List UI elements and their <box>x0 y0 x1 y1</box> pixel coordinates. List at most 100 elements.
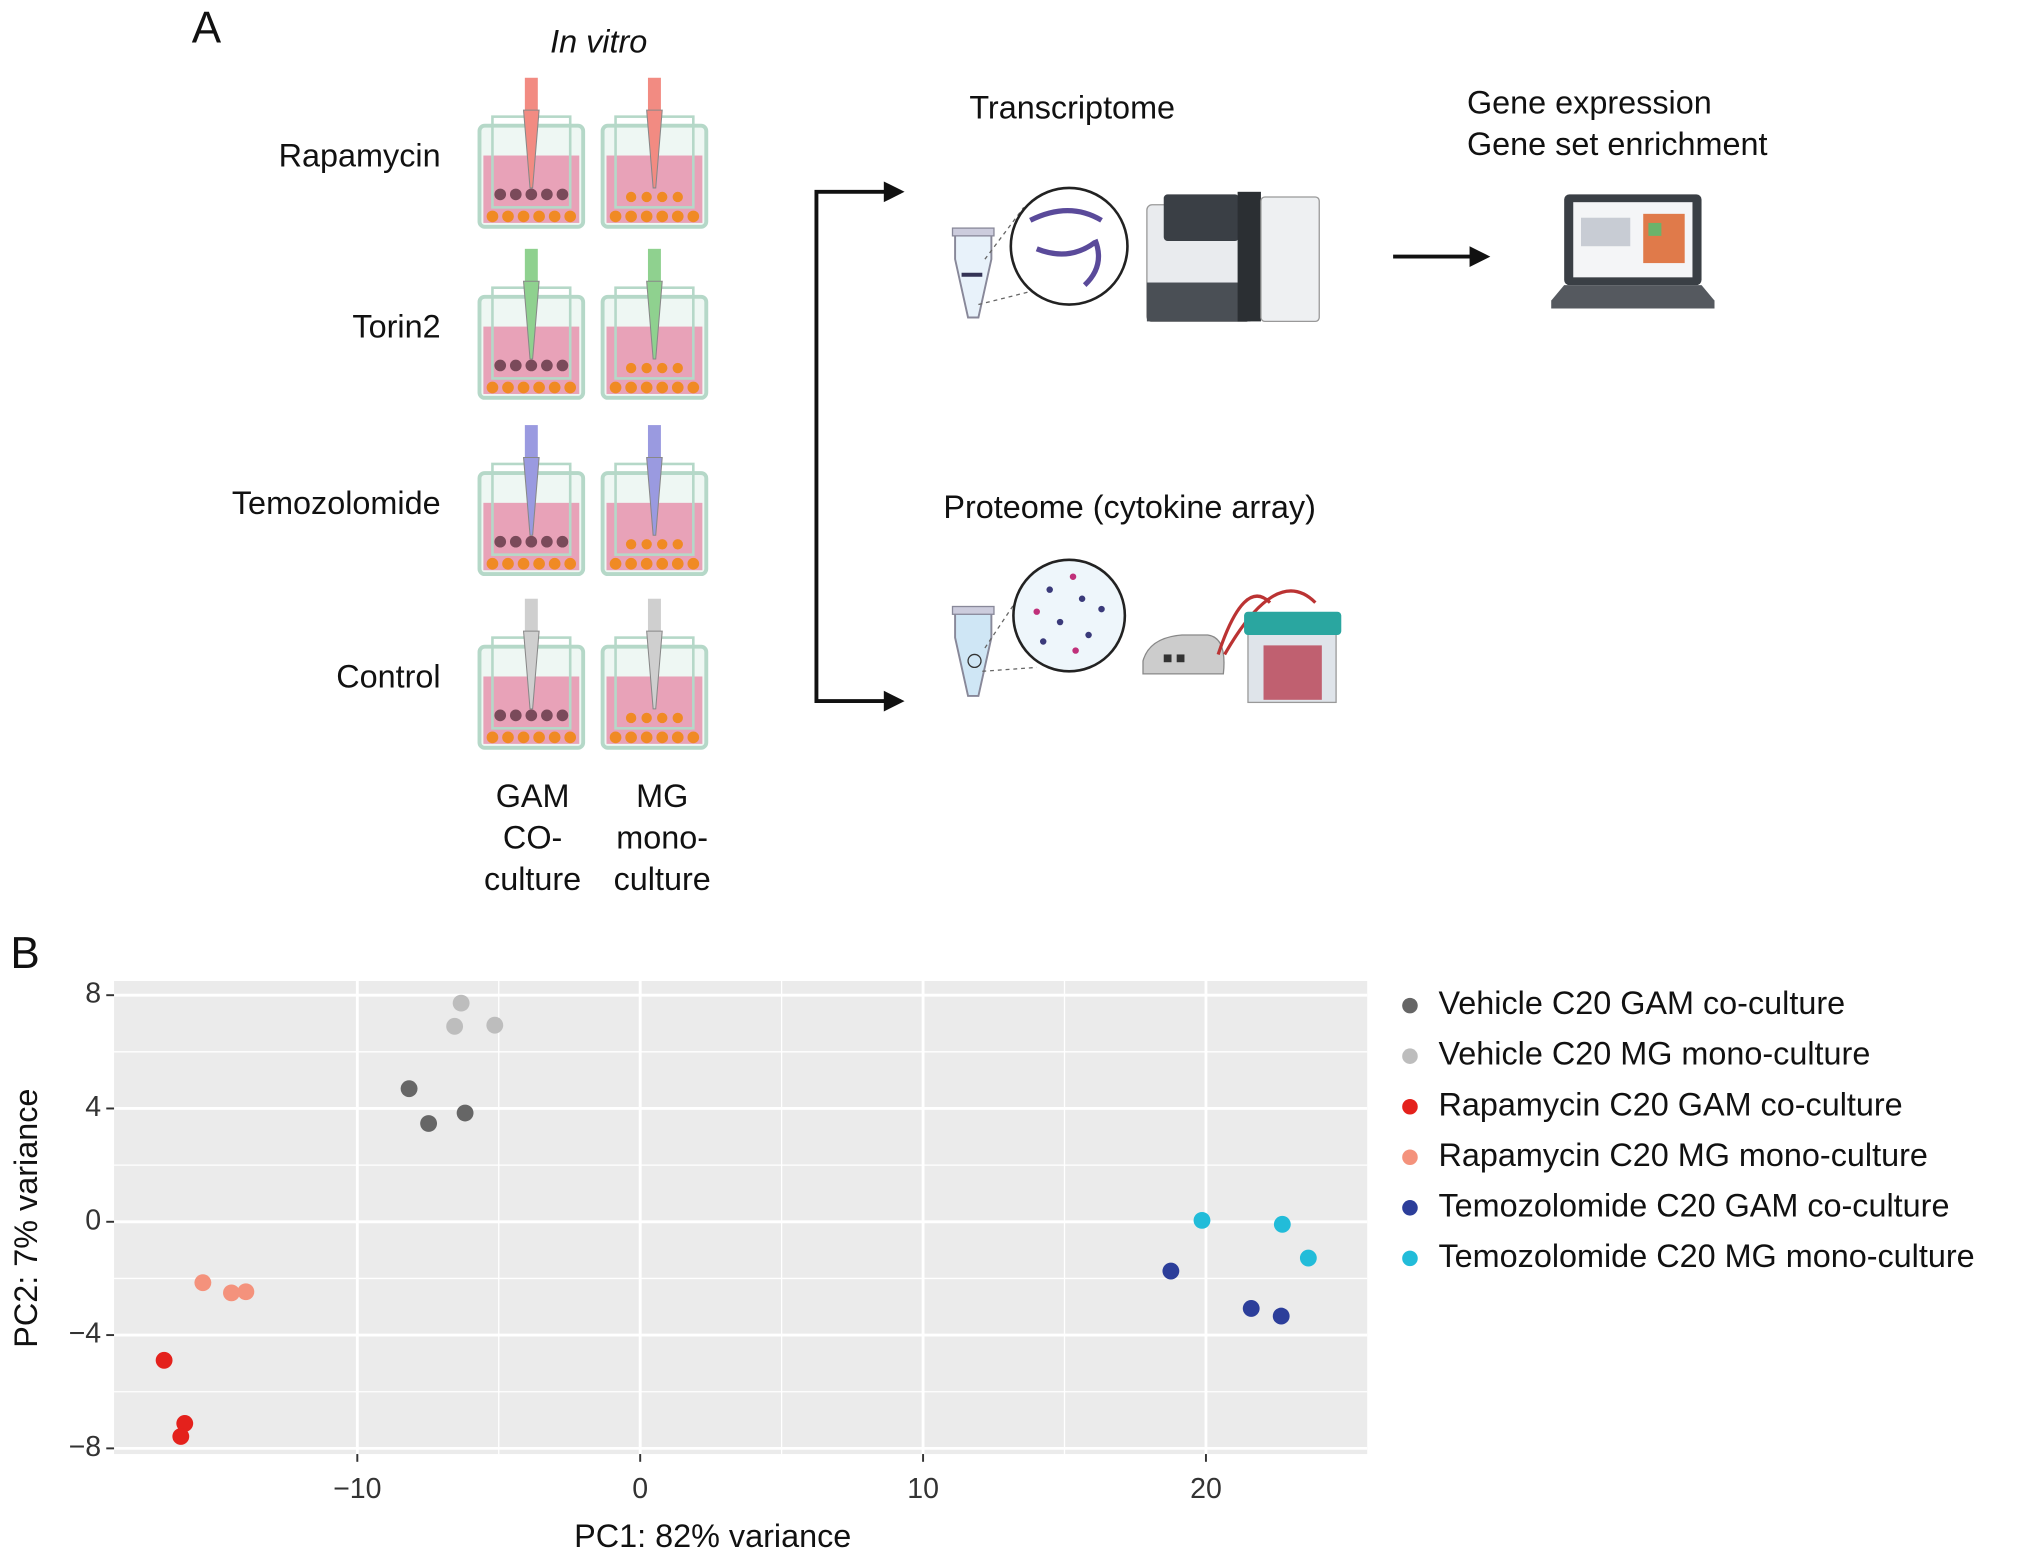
cell <box>502 731 514 744</box>
pipette-top <box>524 77 538 111</box>
cell <box>625 557 637 570</box>
cell <box>494 188 507 201</box>
cell <box>548 557 561 570</box>
cell <box>533 210 545 223</box>
condition-title: In vitro <box>550 24 647 60</box>
point <box>446 1017 464 1035</box>
plot-panel <box>114 981 1368 1455</box>
cell <box>525 359 538 372</box>
legend-marker <box>1402 1250 1418 1267</box>
pipette-tip <box>522 280 540 360</box>
x-tick-label: −10 <box>333 1473 381 1505</box>
point <box>1273 1215 1291 1233</box>
well-icon <box>477 77 586 229</box>
cell <box>625 191 637 203</box>
cell <box>509 535 522 548</box>
cell <box>517 731 530 744</box>
cell <box>517 381 530 394</box>
arrow-heads <box>883 181 1491 712</box>
cell <box>556 188 569 201</box>
legend-label: Vehicle C20 MG mono-culture <box>1438 1036 1870 1072</box>
point <box>452 994 470 1012</box>
legend-label: Temozolomide C20 MG mono-culture <box>1438 1238 1974 1274</box>
cell <box>656 210 669 223</box>
cell <box>656 557 669 570</box>
y-tick-label: 8 <box>85 978 101 1010</box>
point <box>155 1351 173 1369</box>
cell <box>502 557 514 570</box>
well-icon <box>600 425 709 577</box>
cell <box>672 191 683 203</box>
y-tick-label: 0 <box>85 1204 101 1236</box>
cell <box>609 210 622 223</box>
cell <box>641 191 652 203</box>
y-tick-label: 4 <box>85 1091 101 1123</box>
cell <box>657 539 668 550</box>
cell <box>656 731 669 744</box>
cell <box>671 381 684 394</box>
x-tick-label: 0 <box>632 1473 648 1505</box>
cell <box>509 709 522 722</box>
legend-marker <box>1402 1149 1418 1166</box>
cell <box>502 381 514 394</box>
pipette-tip <box>522 456 540 536</box>
cell <box>625 381 637 394</box>
cell <box>556 359 569 372</box>
pipette-tip <box>646 456 663 536</box>
cell <box>640 557 653 570</box>
cell <box>494 709 507 722</box>
legend-marker <box>1402 1200 1418 1216</box>
legend-marker <box>1402 997 1418 1014</box>
point <box>1299 1249 1317 1267</box>
cell <box>640 210 653 223</box>
well-icon <box>600 248 709 400</box>
x-axis-title: PC1: 82% variance <box>574 1518 851 1554</box>
pipette-tip <box>646 280 663 360</box>
cell <box>509 359 522 372</box>
cell <box>525 709 538 722</box>
column-label: mono- <box>616 819 708 855</box>
workflow-arrows <box>814 189 1478 704</box>
cell <box>656 381 669 394</box>
cell <box>486 557 499 570</box>
cell <box>641 712 652 724</box>
cell <box>672 362 683 374</box>
cell <box>657 712 668 724</box>
row-label: Temozolomide <box>232 485 441 521</box>
cell <box>517 210 530 223</box>
point <box>1272 1307 1290 1325</box>
cell <box>494 359 507 372</box>
y-tick-label: −8 <box>69 1431 102 1463</box>
cell <box>525 188 538 201</box>
column-label: MG <box>636 778 688 814</box>
cell <box>502 210 514 223</box>
row-label: Rapamycin <box>279 138 441 174</box>
cell <box>687 210 700 223</box>
cell <box>641 362 652 374</box>
cell <box>640 731 653 744</box>
pipette-top <box>524 598 538 632</box>
well-icon <box>477 425 586 577</box>
point <box>420 1115 438 1132</box>
output-label: Gene set enrichment <box>1467 126 1768 162</box>
x-tick-label: 20 <box>1190 1473 1222 1505</box>
electrophoresis-icon <box>1142 589 1342 704</box>
sequencer-icon <box>1146 191 1320 323</box>
cell <box>556 535 569 548</box>
cell <box>687 557 700 570</box>
pipette-tip <box>522 109 540 189</box>
y-tick-label: −4 <box>69 1318 102 1350</box>
cell <box>548 210 561 223</box>
cell <box>671 731 684 744</box>
cell <box>625 539 637 550</box>
cell <box>486 381 499 394</box>
row-label: Torin2 <box>352 309 440 345</box>
cell <box>671 557 684 570</box>
cell <box>609 731 622 744</box>
legend-label: Vehicle C20 GAM co-culture <box>1438 985 1845 1021</box>
cell <box>556 709 569 722</box>
cell <box>687 381 700 394</box>
well-icon <box>477 598 586 750</box>
